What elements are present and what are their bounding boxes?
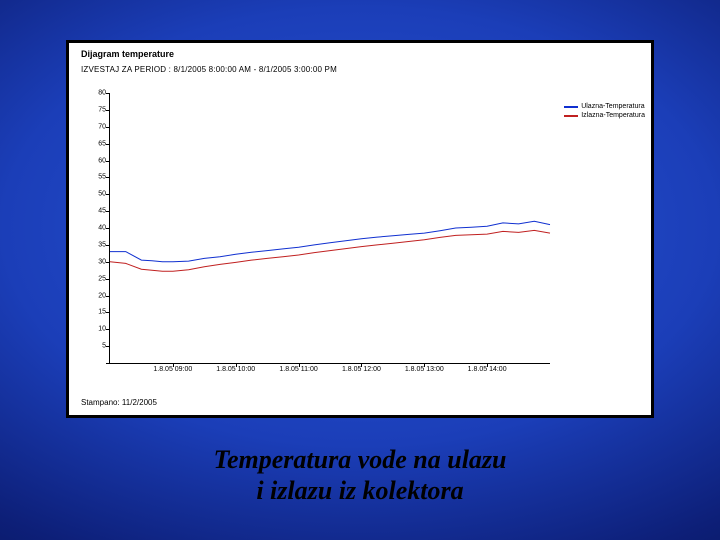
y-tick-label: 10	[98, 326, 110, 333]
plot-area: 51015202530354045505560657075801.8.05 09…	[109, 93, 550, 364]
x-tick-label: 1.8.05 13:00	[405, 363, 444, 373]
y-tick-label: 15	[98, 309, 110, 316]
chart-title: Dijagram temperature	[81, 49, 174, 59]
y-tick-label: 45	[98, 208, 110, 215]
series-line	[110, 221, 550, 261]
series-line	[110, 230, 550, 271]
y-tick-label: 60	[98, 157, 110, 164]
chart-subtitle: IZVESTAJ ZA PERIOD : 8/1/2005 8:00:00 AM…	[81, 65, 337, 74]
caption-line1: Temperatura vode na ulazu	[213, 445, 506, 474]
y-tick-label: 75	[98, 106, 110, 113]
y-tick-label: 5	[102, 343, 110, 350]
x-tick-label: 1.8.05 11:00	[279, 363, 317, 373]
legend-swatch	[564, 115, 578, 117]
legend-label: Izlazna-Temperatura	[581, 112, 645, 119]
x-tick-label: 1.8.05 14:00	[468, 363, 507, 373]
x-tick-label: 1.8.05 12:00	[342, 363, 381, 373]
caption-line2: i izlazu iz kolektora	[256, 476, 463, 505]
x-tick-label: 1.8.05 09:00	[153, 363, 192, 373]
legend-label: Ulazna-Temperatura	[581, 103, 644, 110]
legend-swatch	[564, 106, 578, 108]
y-tick-label: 50	[98, 191, 110, 198]
slide-caption: Temperatura vode na ulazu i izlazu iz ko…	[0, 444, 720, 506]
chart-lines	[110, 93, 550, 363]
y-tick-label: 55	[98, 174, 110, 181]
slide: Dijagram temperature IZVESTAJ ZA PERIOD …	[0, 0, 720, 540]
y-tick-label: 20	[98, 292, 110, 299]
chart-stamp: Stampano: 11/2/2005	[81, 398, 157, 407]
y-tick-label: 65	[98, 140, 110, 147]
legend: Ulazna-Temperatura Izlazna-Temperatura	[564, 103, 645, 121]
y-tick-label: 80	[98, 90, 110, 97]
y-tick-label: 30	[98, 258, 110, 265]
x-tick-label: 1.8.05 10:00	[216, 363, 255, 373]
y-tick-label: 25	[98, 275, 110, 282]
y-tick-label: 70	[98, 123, 110, 130]
y-tick-label: 40	[98, 225, 110, 232]
y-tick-label: 35	[98, 241, 110, 248]
chart-panel: Dijagram temperature IZVESTAJ ZA PERIOD …	[66, 40, 654, 418]
legend-item: Ulazna-Temperatura	[564, 103, 645, 110]
legend-item: Izlazna-Temperatura	[564, 112, 645, 119]
